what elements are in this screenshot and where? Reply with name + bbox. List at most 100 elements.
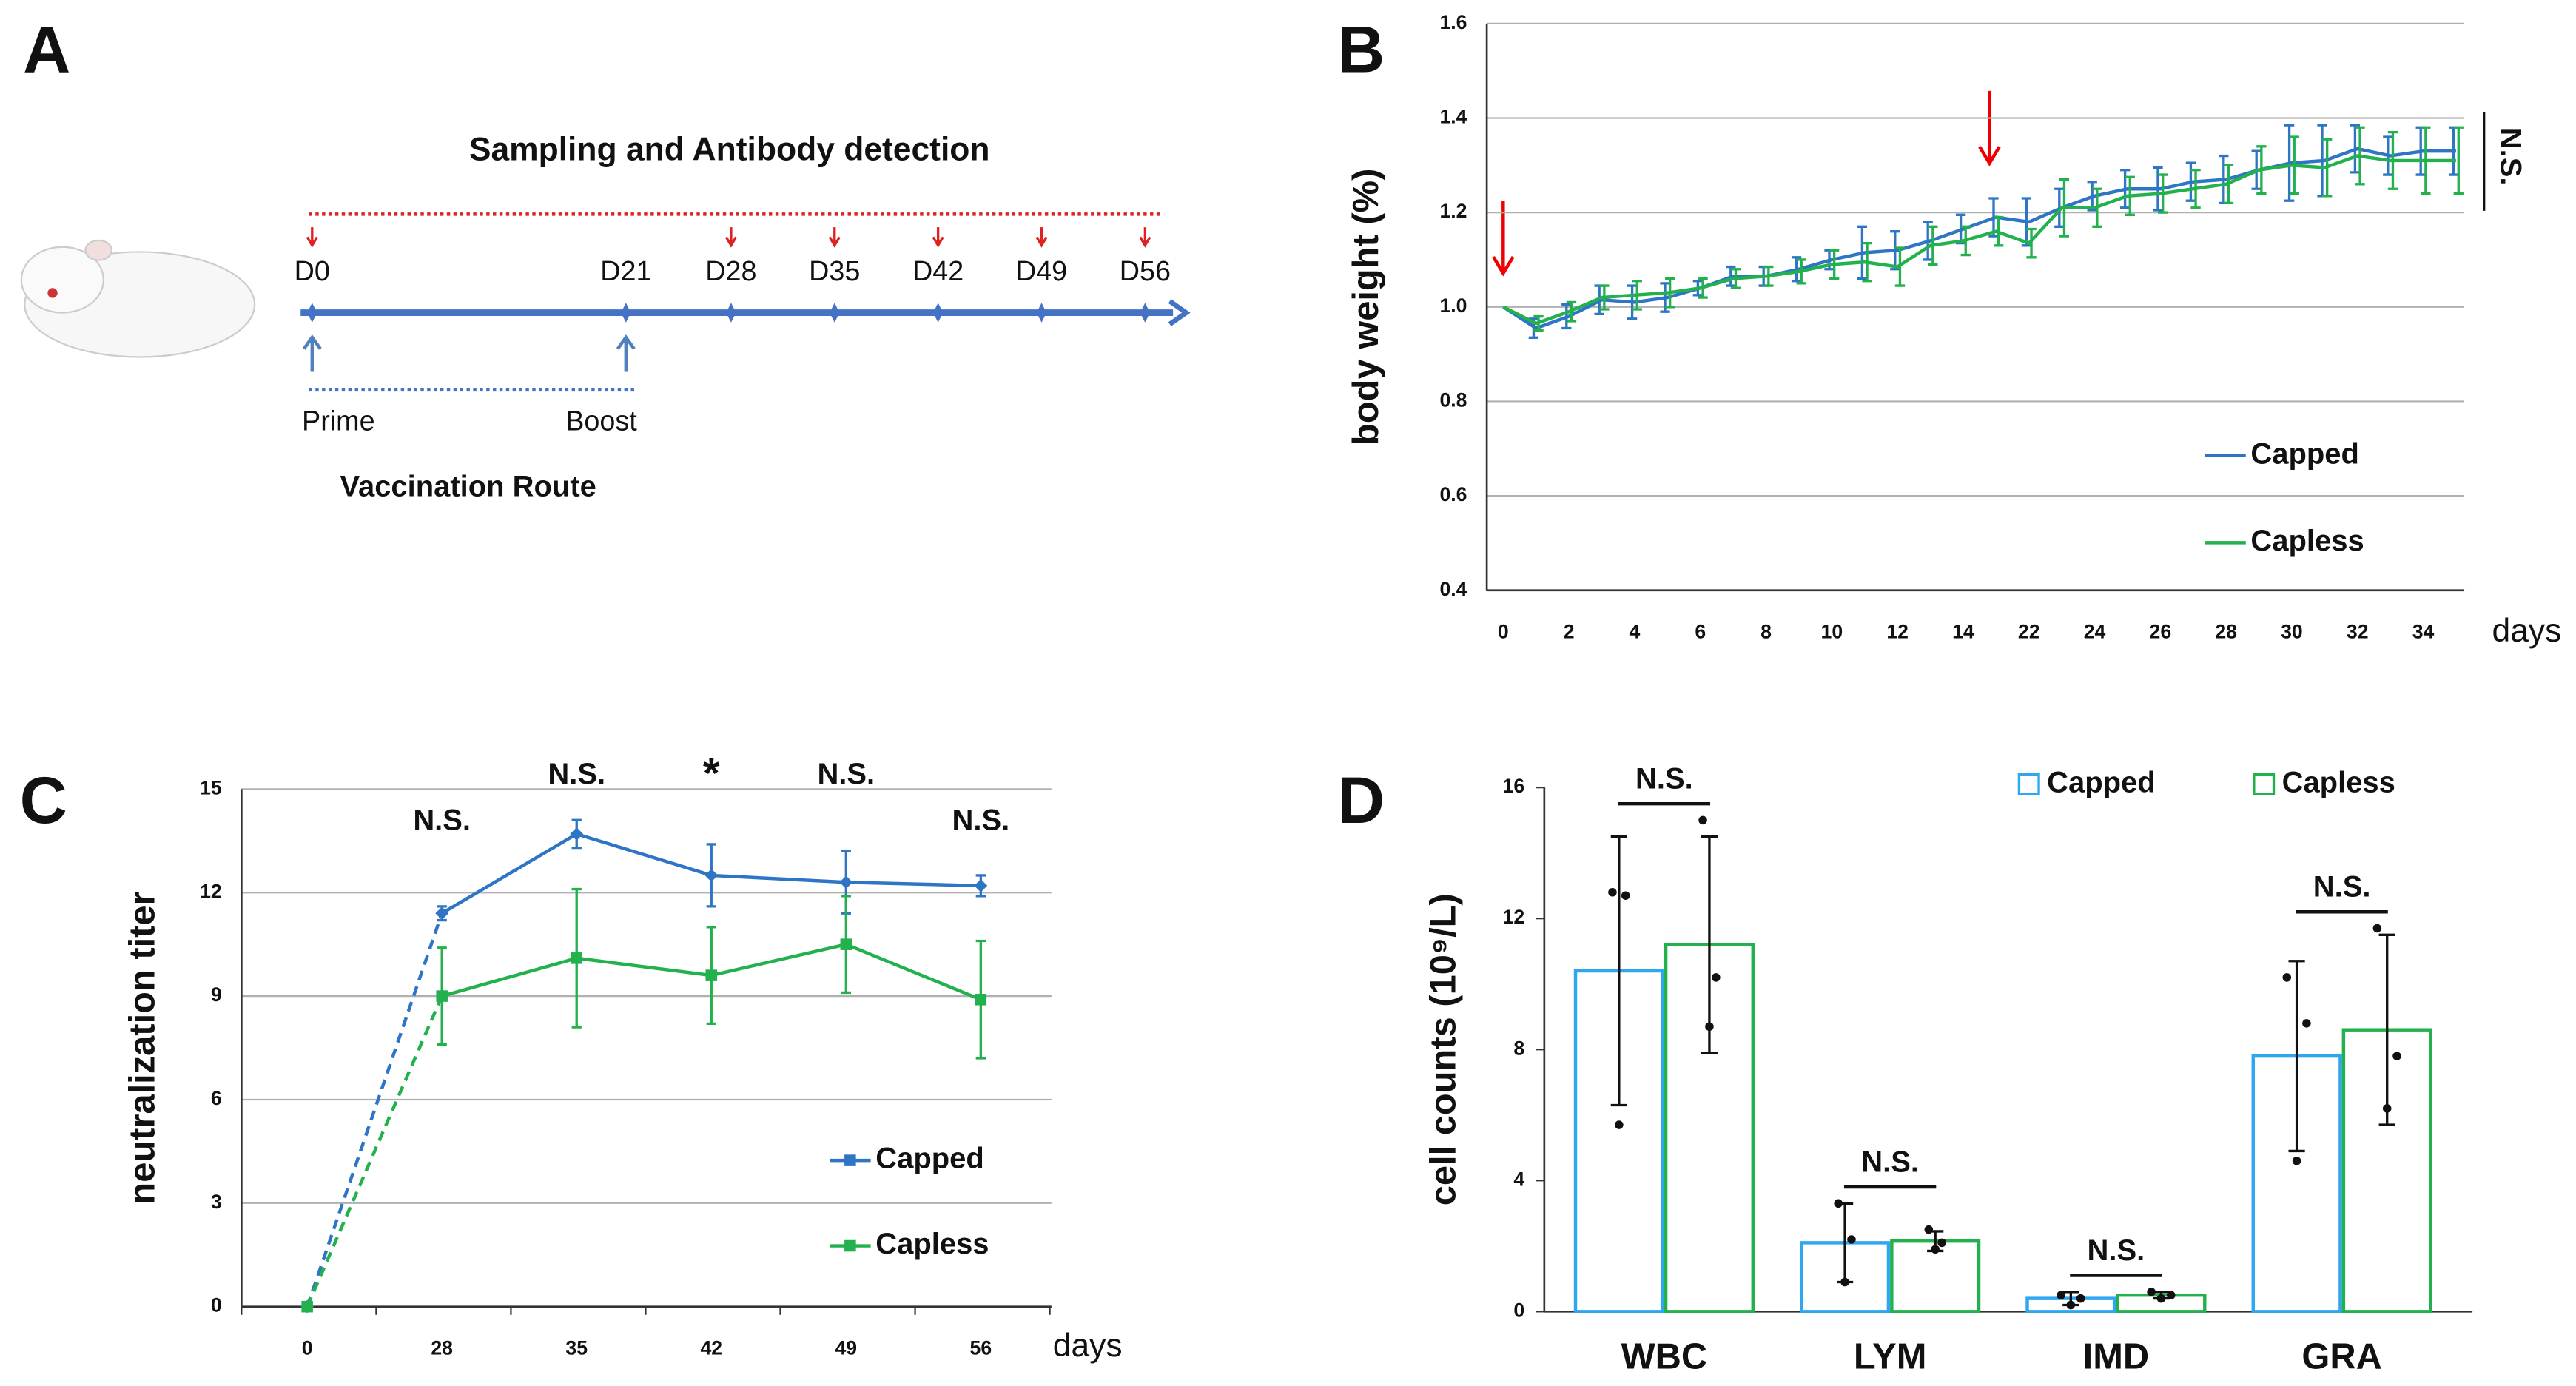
data-point: [2057, 1291, 2065, 1299]
x-tick-label: 26: [2150, 621, 2172, 643]
error-bar: [2087, 180, 2097, 212]
timeline-node: [307, 303, 317, 323]
x-tick-label: 0: [302, 1336, 313, 1359]
error-bar: [1610, 835, 1627, 1107]
data-point: [2156, 1294, 2166, 1303]
x-tick-label: 34: [2412, 621, 2435, 643]
y-tick-label: 3: [211, 1191, 222, 1213]
y-tick-label: 6: [211, 1087, 222, 1109]
marker: [704, 869, 719, 882]
vaccination-arrows: [302, 334, 636, 372]
annotation: N.S.: [1635, 763, 1693, 795]
y-tick-label: 1.0: [1439, 295, 1467, 317]
marker: [975, 993, 987, 1006]
error-bar: [2223, 164, 2234, 205]
panel-label: C: [20, 764, 67, 837]
error-bar: [2190, 169, 2201, 209]
y-tick-label: 1.4: [1439, 106, 1467, 128]
annotation: N.S.: [817, 758, 875, 790]
y-tick-label: 0.6: [1439, 483, 1467, 505]
sampling-arrow: [932, 227, 944, 248]
error-bar: [1894, 246, 1906, 287]
day-label: D56: [1120, 255, 1171, 286]
annotation: N.S.: [2088, 1234, 2145, 1267]
y-axis-label: cell counts (10⁹/L): [1424, 893, 1464, 1205]
data-point: [1615, 1120, 1624, 1129]
error-bar: [1791, 256, 1802, 283]
y-tick-label: 0.8: [1439, 388, 1467, 411]
data-point: [1621, 891, 1630, 900]
error-bar: [1566, 300, 1577, 323]
error-bar: [2125, 175, 2135, 216]
x-tick-label: 14: [1952, 621, 1974, 643]
data-point: [1698, 815, 1707, 825]
data-point: [1931, 1245, 1940, 1254]
error-bar: [1763, 265, 1774, 287]
error-bar: [2322, 138, 2333, 198]
error-bar: [2288, 960, 2305, 1153]
marker: [570, 827, 584, 841]
error-bar: [1994, 215, 2004, 247]
legend-label: Capped: [2250, 437, 2359, 470]
marker: [840, 938, 852, 950]
timeline-node: [830, 303, 840, 323]
data-point: [1608, 888, 1617, 897]
series-line-dashed: [306, 995, 444, 1308]
day-label: D42: [912, 255, 964, 286]
data-point: [1924, 1225, 1934, 1234]
error-bar: [2059, 178, 2070, 238]
data-point: [1937, 1238, 1946, 1248]
legend-label: Capped: [2047, 766, 2156, 798]
x-tick-label: 28: [431, 1336, 453, 1359]
panel-label: A: [23, 13, 70, 86]
annotation: N.S.: [548, 758, 605, 790]
x-tick-label: GRA: [2301, 1337, 2382, 1377]
error-bar: [2383, 135, 2393, 176]
legend-marker: [844, 1154, 856, 1166]
series-line-dashed: [306, 912, 444, 1308]
timeline-node: [621, 303, 631, 323]
guinea-pig: [20, 239, 256, 358]
marker: [839, 875, 853, 889]
x-tick-label: 22: [2018, 621, 2040, 643]
error-bar: [1701, 835, 1718, 1054]
route-label: Vaccination Route: [340, 471, 596, 503]
error-bar: [1632, 280, 1642, 311]
error-bar: [2350, 124, 2361, 174]
legend-label: Capless: [2282, 766, 2395, 798]
x-tick-label: 42: [700, 1336, 722, 1359]
day-label: D35: [809, 255, 860, 286]
marker: [435, 906, 449, 921]
prime-label: Prime: [302, 405, 375, 436]
data-point: [1834, 1199, 1843, 1208]
x-tick-label: 4: [1630, 621, 1641, 643]
data-point: [2076, 1294, 2085, 1303]
legend-swatch: [2253, 773, 2276, 795]
error-bar: [2054, 187, 2065, 228]
y-axis-label: body weight (%): [1346, 169, 1386, 445]
marker: [974, 879, 988, 892]
x-tick-label: LYM: [1854, 1337, 1927, 1377]
x-tick-label: IMD: [2083, 1337, 2150, 1377]
error-bar: [2387, 130, 2398, 190]
timeline-node: [1036, 303, 1047, 323]
error-bar: [1627, 284, 1638, 320]
error-bar: [2158, 173, 2168, 214]
legend-swatch: [2017, 773, 2040, 795]
y-tick-label: 0.4: [1439, 578, 1467, 600]
error-bar: [2289, 135, 2299, 195]
annotation: *: [703, 750, 720, 797]
series-line: [1502, 147, 2456, 330]
data-point: [2382, 1104, 2392, 1113]
error-bar: [1923, 221, 1933, 261]
error-bar: [1796, 258, 1806, 285]
y-tick-label: 15: [200, 776, 222, 798]
legend-marker: [844, 1239, 856, 1252]
day-label: D49: [1016, 255, 1067, 286]
sampling-arrow: [724, 227, 737, 248]
x-axis-label: days: [2492, 613, 2562, 649]
error-bar: [2453, 126, 2464, 195]
data-point: [1712, 973, 1721, 982]
series-line: [1502, 154, 2456, 326]
